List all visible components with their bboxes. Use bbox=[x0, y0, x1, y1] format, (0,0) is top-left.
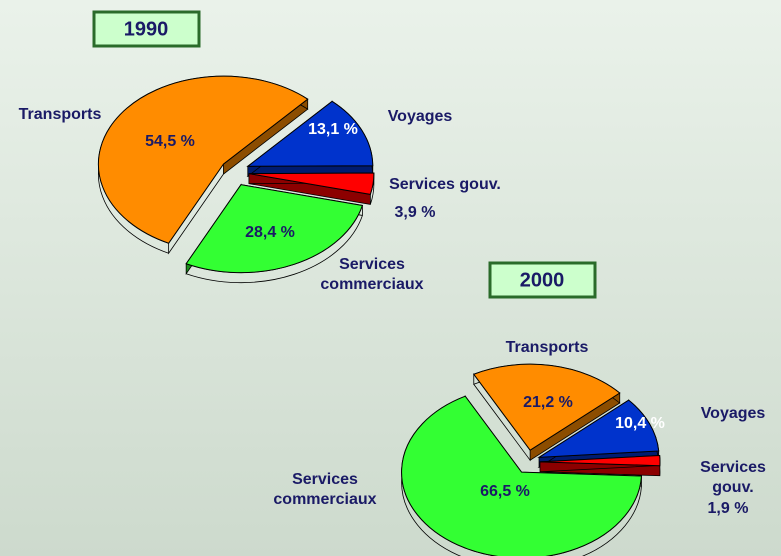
category-label: Services commerciaux bbox=[320, 256, 423, 293]
value-label: 66,5 % bbox=[480, 483, 530, 500]
year-title: 2000 bbox=[520, 269, 565, 291]
slice bbox=[401, 395, 642, 556]
slice bbox=[97, 75, 309, 244]
slice bbox=[539, 454, 661, 467]
slice bbox=[185, 184, 364, 274]
value-label: 54,5 % bbox=[145, 133, 195, 150]
slice bbox=[246, 100, 374, 167]
year-box bbox=[92, 10, 201, 48]
value-label: 21,2 % bbox=[523, 394, 573, 411]
value-label: 1,9 % bbox=[708, 500, 749, 517]
value-label: 28,4 % bbox=[245, 224, 295, 241]
category-label: Voyages bbox=[701, 405, 766, 422]
value-label: 3,9 % bbox=[395, 204, 436, 221]
year-title: 1990 bbox=[124, 18, 169, 40]
value-label: 13,1 % bbox=[308, 121, 358, 138]
slice bbox=[537, 399, 660, 458]
category-label: Transports bbox=[506, 339, 589, 356]
category-label: Services gouv. bbox=[389, 176, 501, 193]
year-box bbox=[488, 261, 597, 299]
category-label: Services gouv. bbox=[700, 459, 766, 496]
slice bbox=[472, 363, 621, 451]
category-label: Transports bbox=[19, 106, 102, 123]
value-label: 10,4 % bbox=[615, 415, 665, 432]
category-label: Voyages bbox=[388, 108, 453, 125]
category-label: Services commerciaux bbox=[273, 471, 376, 508]
slice bbox=[248, 172, 375, 195]
